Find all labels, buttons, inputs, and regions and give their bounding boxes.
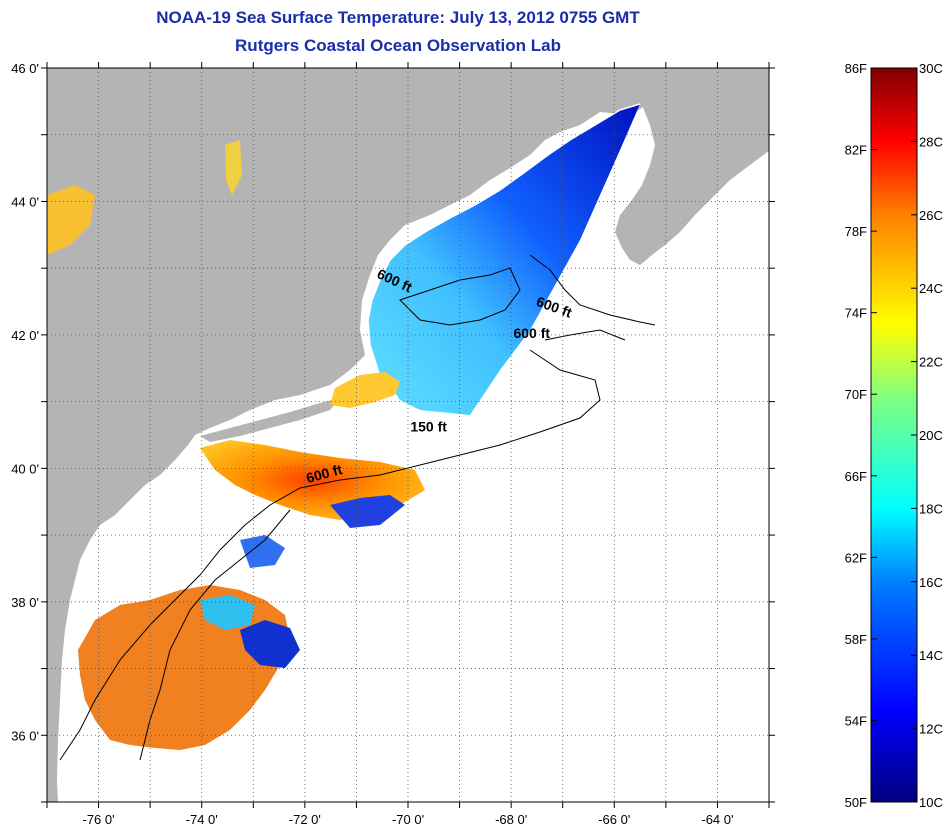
colorbar-label-f: 58F — [845, 632, 867, 647]
sst-cape-warm-patch — [330, 372, 400, 408]
colorbar-label-f: 50F — [845, 795, 867, 810]
lat-tick-label: 36 0' — [11, 728, 39, 743]
sst-south-blue-patch — [240, 620, 300, 668]
lon-tick-label: -74 0' — [186, 812, 218, 827]
sst-south-cyan-patch — [200, 595, 255, 630]
colorbar: 30C 28C 26C 24C 22C 20C 18C 16C 14C 12C 10C 86F 82F 7… — [845, 61, 943, 810]
lon-tick-label: -64 0' — [701, 812, 733, 827]
colorbar-gradient — [870, 67, 918, 803]
sst-inland-lake-small — [225, 140, 242, 195]
colorbar-label-c: 12C — [919, 722, 943, 737]
colorbar-label-f: 62F — [845, 550, 867, 565]
colorbar-label-c: 20C — [919, 428, 943, 443]
contour-label: 600 ft — [513, 325, 550, 341]
sst-mid-patch — [240, 535, 285, 568]
graticule-grid — [47, 68, 769, 802]
lon-tick-label: -68 0' — [495, 812, 527, 827]
colorbar-label-f: 66F — [845, 469, 867, 484]
colorbar-label-c: 30C — [919, 61, 943, 76]
colorbar-label-c: 22C — [919, 355, 943, 370]
colorbar-label-f: 82F — [845, 143, 867, 158]
map-subtitle: Rutgers Coastal Ocean Observation Lab — [235, 36, 561, 55]
lat-tick-label: 44 0' — [11, 194, 39, 209]
map-title: NOAA-19 Sea Surface Temperature: July 13… — [156, 8, 640, 27]
sst-gulf-of-maine — [368, 104, 640, 415]
lat-tick-label: 46 0' — [11, 61, 39, 76]
colorbar-label-f: 86F — [845, 61, 867, 76]
land-nova-scotia — [615, 78, 769, 265]
lat-tick-label: 38 0' — [11, 595, 39, 610]
sst-shelf-blue-fringe — [330, 495, 405, 528]
plot-area — [47, 68, 769, 802]
colorbar-label-c: 16C — [919, 575, 943, 590]
colorbar-label-c: 24C — [919, 281, 943, 296]
colorbar-label-f: 54F — [845, 713, 867, 728]
axis-ticks: 46 0' 44 0' 42 0' 40 0' 38 0' 36 0' -76 0' -74 … — [11, 61, 775, 827]
lon-tick-label: -70 0' — [392, 812, 424, 827]
lat-tick-label: 40 0' — [11, 461, 39, 476]
lon-tick-label: -66 0' — [598, 812, 630, 827]
colorbar-label-c: 14C — [919, 648, 943, 663]
colorbar-label-f: 78F — [845, 224, 867, 239]
contour-label: 150 ft — [410, 419, 447, 435]
colorbar-label-f: 70F — [845, 387, 867, 402]
colorbar-label-c: 18C — [919, 501, 943, 516]
land-us-northeast — [47, 68, 769, 802]
colorbar-label-c: 26C — [919, 208, 943, 223]
colorbar-label-c: 10C — [919, 795, 943, 810]
sst-inland-lake-warm — [47, 185, 95, 255]
coastline — [367, 103, 641, 371]
colorbar-label-c: 28C — [919, 134, 943, 149]
colorbar-labels: 30C 28C 26C 24C 22C 20C 18C 16C 14C 12C 10C 86F 82F 7… — [845, 61, 943, 810]
bathymetry-contours — [59, 254, 656, 761]
lon-tick-label: -76 0' — [83, 812, 115, 827]
colorbar-label-f: 74F — [845, 306, 867, 321]
lon-tick-label: -72 0' — [289, 812, 321, 827]
lat-tick-label: 42 0' — [11, 328, 39, 343]
